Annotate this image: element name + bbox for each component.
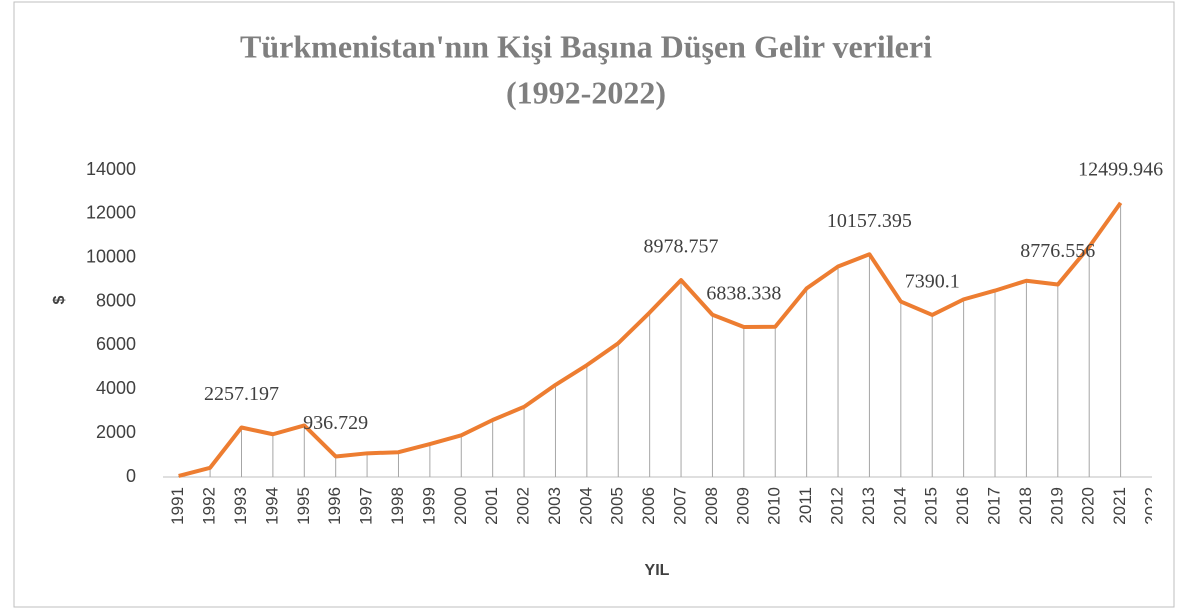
x-tick-label: 2014 [890,487,909,525]
y-tick-label: 10000 [86,246,136,266]
x-tick-label: 2017 [985,487,1004,525]
x-tick-label: 1993 [231,487,250,525]
x-tick-label: 2019 [1047,487,1066,525]
y-tick-label: 4000 [96,378,136,398]
data-label: 10157.395 [827,210,912,232]
chart-frame [13,1,1175,608]
x-axis-label: YIL [645,562,670,579]
x-tick-label: 2018 [1016,487,1035,525]
y-tick-label: 12000 [86,203,136,223]
x-tick-label: 2003 [545,487,564,525]
x-tick-label: 2016 [953,487,972,525]
x-tick-label: 2008 [702,487,721,525]
x-tick-label: 1997 [357,487,376,525]
data-label: 8776.556 [1020,240,1095,262]
data-label: 2257.197 [204,383,279,405]
y-tick-label: 8000 [96,290,136,310]
x-tick-label: 1995 [294,487,313,525]
x-tick-label: 1999 [419,487,438,525]
x-tick-label: 2012 [828,487,847,525]
x-tick-label: 1998 [388,487,407,525]
x-tick-label: 1992 [200,487,219,525]
x-tick-label: 2022 [1141,487,1160,525]
y-axis-label: $ [51,295,68,304]
x-tick-label: 2004 [576,487,595,525]
data-line [178,201,1123,478]
x-tick-label: 2020 [1079,487,1098,525]
x-tick-label: 2006 [639,487,658,525]
chart-title: (1992-2022) [506,74,666,110]
data-label: 936.729 [303,412,368,434]
x-tick-label: 2015 [922,487,941,525]
x-tick-label: 2005 [608,487,627,525]
y-tick-label: 0 [126,466,136,486]
x-tick-label: 2011 [796,487,815,524]
data-label: 7390.1 [905,271,960,293]
x-tick-label: 1994 [262,487,281,525]
x-tick-label: 2021 [1110,487,1129,525]
chart-title: Türkmenistan'nın Kişi Başına Düşen Gelir… [240,28,932,64]
y-tick-label: 2000 [96,422,136,442]
y-tick-label: 6000 [96,334,136,354]
x-tick-label: 2001 [482,487,501,525]
data-label: 12499.946 [1078,158,1163,180]
x-tick-label: 2013 [859,487,878,525]
x-tick-label: 2002 [514,487,533,525]
data-label: 6838.338 [706,283,781,305]
x-tick-label: 2007 [671,487,690,525]
x-tick-label: 2009 [733,487,752,525]
x-tick-label: 2000 [451,487,470,525]
x-tick-label: 1991 [168,487,187,525]
x-tick-label: 2010 [765,487,784,525]
x-tick-label: 1996 [325,487,344,525]
data-label: 8978.757 [644,236,719,258]
plot-area: 1991 1992 1993 1994 1995 1996 1997 1998 1999 2000… [163,201,1160,525]
y-tick-label: 14000 [86,159,136,179]
